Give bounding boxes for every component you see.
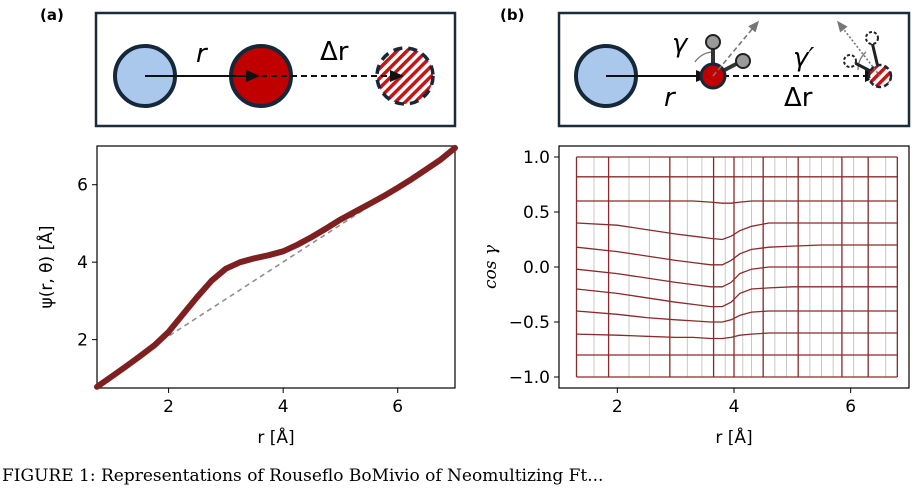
chart-a-xtick-label: 6 xyxy=(392,397,403,417)
chart-b-xtick-label: 4 xyxy=(729,397,740,417)
cos-gamma-curve xyxy=(576,310,898,323)
cos-gamma-curve xyxy=(576,222,898,241)
r-label-b: r xyxy=(664,83,677,113)
chart-a-xtick-label: 2 xyxy=(163,397,174,417)
psi-curve xyxy=(94,144,458,390)
hydrogen-1 xyxy=(705,34,721,50)
schematic-b: γ γ′ r Δr xyxy=(557,11,911,128)
chart-a-ytick-label: 4 xyxy=(77,253,88,273)
dr-label-a: Δr xyxy=(320,37,349,67)
hydrogen-2 xyxy=(735,53,751,69)
chart-a-xtick-label: 4 xyxy=(278,397,289,417)
chart-b-xlabel: r [Å] xyxy=(715,426,752,448)
cos-gamma-curve xyxy=(576,286,898,308)
chart-a-xlabel: r [Å] xyxy=(257,426,294,448)
chart-b-ytick-label: −1.0 xyxy=(509,368,550,388)
hydrogen-4 xyxy=(865,31,879,45)
cos-gamma-curve xyxy=(576,200,898,204)
figure: (a) r Δr 2 4 6 2 4 6 r [Å] ψ(r, θ) [Å] (b) xyxy=(35,6,911,448)
dr-label-b: Δr xyxy=(784,83,813,113)
dipole-arrow xyxy=(712,20,760,77)
gamma-prime-arc xyxy=(857,51,867,71)
chart-b-ylabel: cos γ xyxy=(481,244,501,289)
chart-b-ytick-label: 0.5 xyxy=(523,203,550,223)
chart-b-ytick-label: −0.5 xyxy=(509,313,550,333)
displaced-dipole-arrow xyxy=(837,20,881,77)
chart-b-xtick-label: 6 xyxy=(845,397,856,417)
figure-caption: FIGURE 1: Representations of Rouseflo Bo… xyxy=(2,466,604,486)
r-label-a: r xyxy=(196,39,209,69)
cos-gamma-curve xyxy=(576,244,898,266)
chart-a: 2 4 6 2 4 6 r [Å] ψ(r, θ) [Å] xyxy=(35,144,458,448)
displaced-particle-a xyxy=(375,46,435,106)
hydrogen-3 xyxy=(843,54,857,68)
chart-b-ytick-label: 0.0 xyxy=(523,258,550,278)
displaced-water-molecule xyxy=(837,20,893,89)
reference-dashed-line xyxy=(153,187,399,347)
gamma-label: γ xyxy=(672,29,689,59)
chart-b-ytick-label: 1.0 xyxy=(523,148,550,168)
chart-a-ytick-label: 2 xyxy=(77,331,88,351)
cos-gamma-curve xyxy=(576,332,898,340)
chart-a-ylabel: ψ(r, θ) [Å] xyxy=(35,226,57,309)
gamma-prime-label: γ′ xyxy=(793,43,814,73)
panel-a-label: (a) xyxy=(40,6,64,24)
panel-b-label: (b) xyxy=(500,6,524,24)
chart-a-ytick-label: 6 xyxy=(77,176,88,196)
water-molecule xyxy=(694,20,760,90)
cos-gamma-curve xyxy=(576,266,898,288)
schematic-a: r Δr xyxy=(94,11,457,128)
chart-b: 2 4 6 −1.0 −0.5 0.0 0.5 1.0 r [Å] cos γ xyxy=(481,145,910,448)
chart-b-xtick-label: 2 xyxy=(612,397,623,417)
